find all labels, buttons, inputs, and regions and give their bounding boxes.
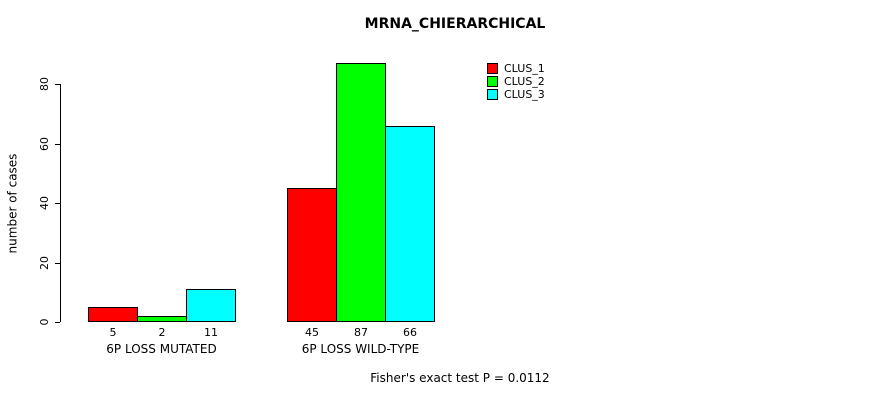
y-axis-tick-label: 40	[38, 196, 51, 210]
y-axis-tick-label: 60	[38, 137, 51, 151]
bar-clus_2-group2	[336, 63, 386, 322]
bar-value-label: 11	[204, 326, 218, 339]
bar-clus_1-group1	[88, 307, 138, 322]
legend-swatch-clus_2	[487, 76, 498, 87]
legend-label-clus_1: CLUS_1	[504, 62, 545, 75]
legend-swatch-clus_3	[487, 89, 498, 100]
y-axis-tick-label: 80	[38, 77, 51, 91]
annotation-text: Fisher's exact test P = 0.0112	[370, 371, 550, 385]
x-axis-category-label: 6P LOSS WILD-TYPE	[301, 342, 420, 356]
bar-value-label: 45	[305, 326, 319, 339]
y-axis-tick-label: 0	[38, 318, 51, 326]
x-axis-category-label: 6P LOSS MUTATED	[106, 342, 217, 356]
legend-swatch-clus_1	[487, 63, 498, 74]
bar-value-label: 87	[354, 326, 368, 339]
y-axis-tick-label: 20	[38, 256, 51, 270]
y-axis-tick	[55, 322, 60, 323]
y-axis-tick	[55, 203, 60, 204]
y-axis-tick	[55, 263, 60, 264]
y-axis-label: number of cases	[5, 153, 20, 254]
y-axis-tick	[55, 144, 60, 145]
bar-clus_3-group2	[385, 126, 435, 322]
bar-value-label: 5	[109, 326, 117, 339]
legend-label-clus_3: CLUS_3	[504, 88, 545, 101]
y-axis-tick	[55, 84, 60, 85]
chart-title: MRNA_CHIERARCHICAL	[364, 16, 546, 32]
bar-value-label: 2	[158, 326, 166, 339]
bar-clus_1-group2	[287, 188, 337, 322]
legend-label-clus_2: CLUS_2	[504, 75, 545, 88]
bar-clus_3-group1	[186, 289, 236, 322]
bar-value-label: 66	[403, 326, 417, 339]
y-axis-line	[60, 84, 61, 322]
bar-clus_2-group1	[137, 316, 187, 322]
